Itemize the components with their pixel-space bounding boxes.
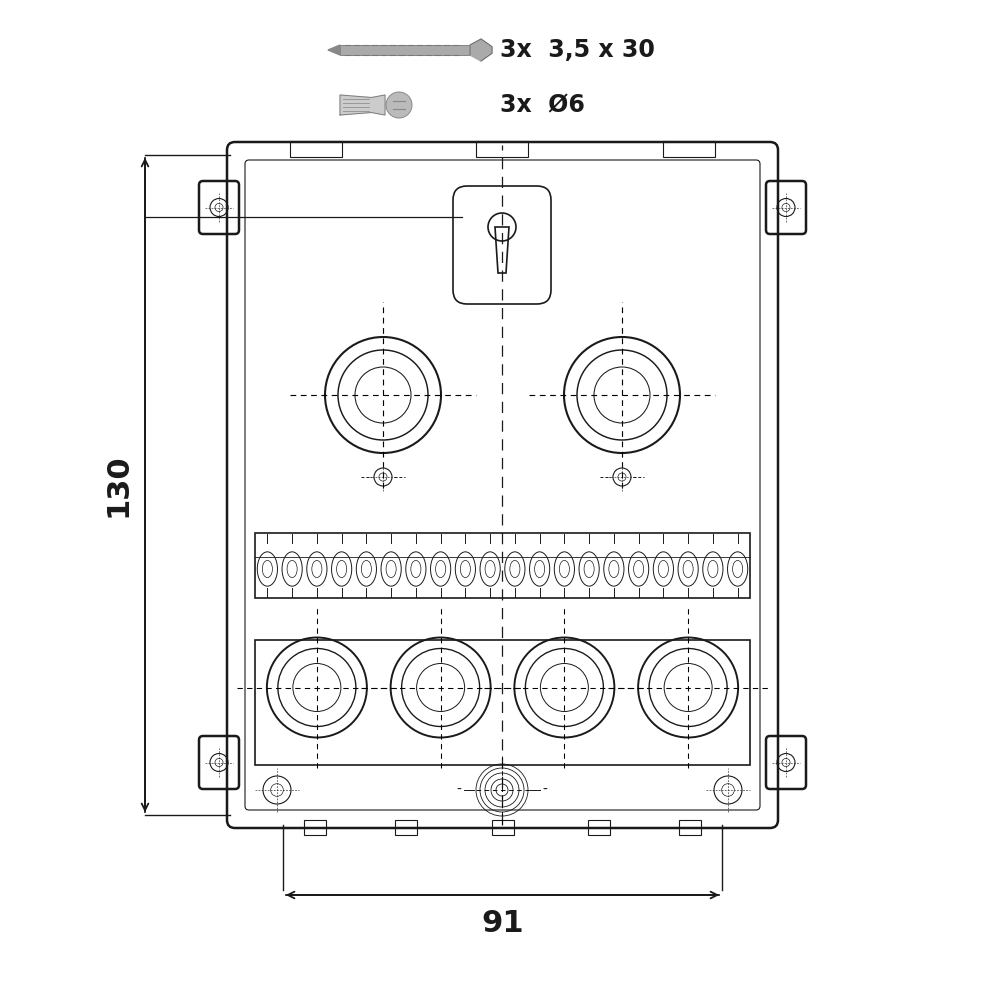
Bar [679, 820, 701, 835]
Circle shape [386, 92, 412, 118]
Bar [395, 820, 417, 835]
Text: -: - [457, 783, 461, 797]
Bar [255, 532, 750, 597]
Bar [255, 640, 750, 765]
Bar [588, 820, 610, 835]
Bar [290, 141, 342, 157]
Polygon shape [328, 45, 340, 55]
Text: -: - [543, 783, 547, 797]
Text: 3x  Ø6: 3x Ø6 [500, 93, 585, 117]
Text: 3x  3,5 x 30: 3x 3,5 x 30 [500, 38, 655, 62]
Bar [492, 820, 514, 835]
Polygon shape [340, 95, 385, 115]
Bar [304, 820, 326, 835]
Bar [663, 141, 715, 157]
Polygon shape [470, 39, 492, 61]
Text: 130: 130 [104, 453, 133, 517]
Text: 91: 91 [481, 909, 524, 938]
Bar [340, 45, 470, 55]
Bar [476, 141, 528, 157]
